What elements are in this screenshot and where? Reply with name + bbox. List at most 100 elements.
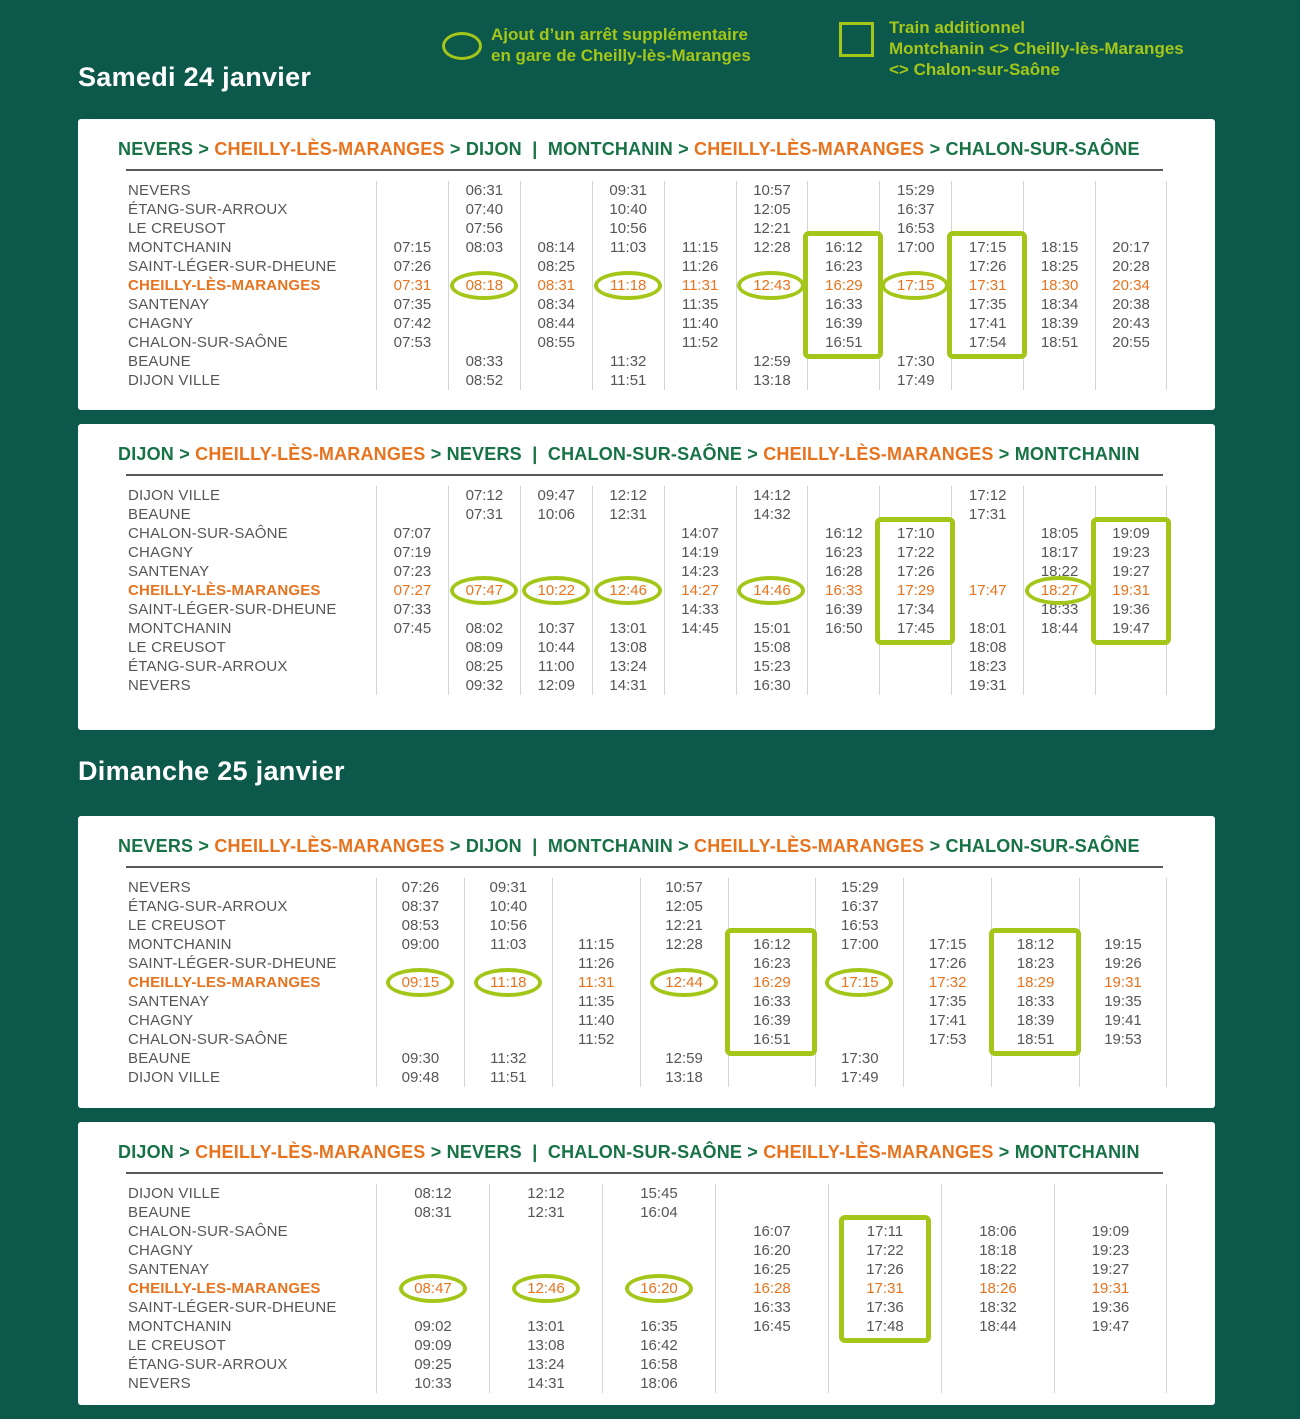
- time-cell: 16:53: [815, 916, 903, 935]
- time-cell: 08:25: [519, 257, 592, 276]
- empty-cell: [447, 524, 520, 543]
- time-cell: 19:31: [1079, 973, 1167, 992]
- route-segment: >: [672, 836, 695, 856]
- time-cell: 18:05: [1023, 524, 1095, 543]
- time-cell: 09:25: [376, 1355, 489, 1374]
- time-cell: 09:00: [376, 935, 464, 954]
- empty-cell: [1079, 878, 1167, 897]
- route-segment: >: [672, 139, 695, 159]
- time-cell: 07:47: [447, 581, 520, 600]
- empty-cell: [639, 1011, 728, 1030]
- empty-cell: [951, 562, 1023, 581]
- time-cell: 11:18: [591, 276, 664, 295]
- route-segment: >: [425, 1142, 447, 1162]
- time-cell: 10:22: [519, 581, 592, 600]
- empty-cell: [815, 992, 903, 1011]
- empty-cell: [663, 371, 736, 390]
- station-name: BEAUNE: [128, 1050, 191, 1067]
- route-segment: >: [174, 444, 196, 464]
- station-row: SANTENAY 07:23 14:23 16:28 17:26 18:22 19:27: [128, 562, 1167, 581]
- station-row: SAINT-LÉGER-SUR-DHEUNE 16:33 17:36 18:32 19:…: [128, 1298, 1167, 1317]
- station-row: NEVERS 09:32 12:09 14:31 16:30 19:31: [128, 676, 1167, 695]
- time-cell: 14:45: [663, 619, 736, 638]
- empty-cell: [1095, 200, 1167, 219]
- empty-cell: [463, 1011, 552, 1030]
- route-segment: MONTCHANIN: [547, 139, 673, 159]
- empty-cell: [663, 657, 736, 676]
- time-cell: 09:47: [519, 486, 592, 505]
- empty-cell: [376, 371, 448, 390]
- empty-cell: [663, 486, 736, 505]
- time-cell: 08:31: [519, 276, 592, 295]
- empty-cell: [951, 200, 1023, 219]
- empty-cell: [376, 657, 448, 676]
- time-cell: 11:32: [591, 352, 664, 371]
- empty-cell: [807, 638, 879, 657]
- station-row: MONTCHANIN 07:15 08:03 08:14 11:03 11:15 12:28…: [128, 238, 1167, 257]
- time-cell: 19:41: [1079, 1011, 1167, 1030]
- time-cell: 16:39: [727, 1011, 816, 1030]
- time-cell: 20:17: [1095, 238, 1167, 257]
- time-cell: 15:01: [735, 619, 808, 638]
- empty-cell: [551, 916, 640, 935]
- empty-cell: [1023, 181, 1095, 200]
- empty-cell: [591, 562, 664, 581]
- station-row: ÉTANG-SUR-ARROUX 07:40 10:40 12:05 16:37: [128, 200, 1167, 219]
- time-cell: 09:48: [376, 1068, 464, 1087]
- time-cell: 08:52: [447, 371, 520, 390]
- time-cell: 18:23: [951, 657, 1023, 676]
- empty-cell: [715, 1355, 828, 1374]
- time-cell: 12:46: [591, 581, 664, 600]
- station-name: LE CREUSOT: [128, 639, 226, 656]
- station-name: CHALON-SUR-SAÔNE: [128, 334, 288, 351]
- empty-cell: [903, 878, 991, 897]
- empty-cell: [727, 1068, 816, 1087]
- empty-cell: [591, 543, 664, 562]
- route-segment: CHEILLY-LÈS-MARANGES: [195, 444, 426, 464]
- empty-cell: [735, 257, 808, 276]
- time-cell: 20:38: [1095, 295, 1167, 314]
- empty-cell: [1023, 657, 1095, 676]
- empty-cell: [807, 371, 879, 390]
- time-cell: 07:27: [376, 581, 448, 600]
- time-cell: 16:12: [727, 935, 816, 954]
- route-segment: >: [993, 1142, 1015, 1162]
- time-cell: 12:12: [489, 1184, 602, 1203]
- empty-cell: [903, 1068, 991, 1087]
- time-cell: 11:40: [551, 1011, 640, 1030]
- empty-cell: [1023, 371, 1095, 390]
- empty-cell: [1054, 1374, 1167, 1393]
- time-cell: 18:44: [1023, 619, 1095, 638]
- empty-cell: [807, 486, 879, 505]
- station-name: SANTENAY: [128, 296, 210, 313]
- time-cell: 20:28: [1095, 257, 1167, 276]
- time-cell: 18:08: [951, 638, 1023, 657]
- time-cell: 08:47: [376, 1279, 489, 1298]
- empty-cell: [815, 1011, 903, 1030]
- empty-cell: [376, 181, 448, 200]
- time-cell: 15:45: [602, 1184, 715, 1203]
- station-row: LE CREUSOT 09:09 13:08 16:42: [128, 1336, 1167, 1355]
- timetable-panel-sun-outbound: NEVERS > CHEILLY-LÈS-MARANGES > DIJON | …: [78, 816, 1215, 1108]
- empty-cell: [828, 1203, 941, 1222]
- time-cell: 16:33: [807, 581, 879, 600]
- time-cell: 14:46: [735, 581, 808, 600]
- time-cell: 17:15: [815, 973, 903, 992]
- timetable: NEVERS 07:26 09:31 10:57 15:29 ÉTANG-SUR-ARRO…: [128, 878, 1167, 1087]
- station-name: SAINT-LÉGER-SUR-DHEUNE: [128, 601, 337, 618]
- station-name: DIJON VILLE: [128, 372, 221, 389]
- station-row: CHALON-SUR-SAÔNE 07:53 08:55 11:52 16:51 17:5…: [128, 333, 1167, 352]
- time-cell: 12:28: [735, 238, 808, 257]
- station-row: SANTENAY 07:35 08:34 11:35 16:33 17:35 18:34 20…: [128, 295, 1167, 314]
- time-cell: 16:37: [815, 897, 903, 916]
- route-segment: MONTCHANIN: [547, 836, 673, 856]
- empty-cell: [591, 600, 664, 619]
- route-header: NEVERS > CHEILLY-LÈS-MARANGES > DIJON | …: [118, 139, 1167, 160]
- empty-cell: [376, 954, 464, 973]
- time-cell: 08:03: [447, 238, 520, 257]
- time-cell: 09:32: [447, 676, 520, 695]
- time-cell: 17:30: [879, 352, 951, 371]
- time-cell: 17:31: [951, 276, 1023, 295]
- time-cell: 12:59: [639, 1049, 728, 1068]
- time-cell: 20:55: [1095, 333, 1167, 352]
